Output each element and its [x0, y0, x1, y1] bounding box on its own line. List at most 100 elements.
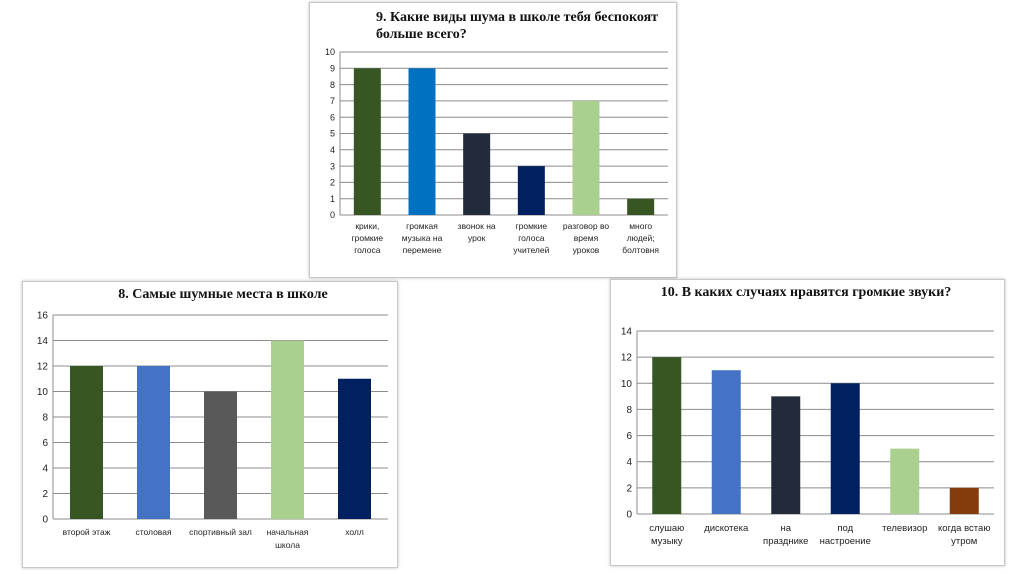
bar — [949, 487, 979, 514]
x-category-label-line: столовая — [135, 527, 172, 537]
y-tick-label: 6 — [42, 438, 48, 449]
y-tick-label: 4 — [626, 457, 632, 468]
x-category-label-line: дискотека — [704, 523, 749, 534]
x-category-label: столовая — [135, 527, 172, 537]
bar-chart-liked-loud-sounds: 0 2 4 6 8 10 12 14 слушаю музыку дискотека на праздн… — [621, 327, 994, 547]
x-category-label: громкая музыка на перемене — [402, 221, 443, 255]
bar — [204, 391, 237, 519]
bar — [137, 366, 170, 519]
x-category-label-line: на — [780, 523, 791, 534]
x-category-label: начальная школа — [267, 527, 309, 550]
y-tick-label: 10 — [37, 387, 49, 398]
bar — [271, 340, 304, 519]
y-tick-label: 6 — [626, 431, 632, 442]
x-category-label-line: время — [574, 233, 599, 243]
y-tick-label: 14 — [621, 327, 633, 338]
y-tick-label: 6 — [330, 112, 335, 122]
y-tick-label: 5 — [330, 129, 335, 139]
x-category-label-line: телевизор — [882, 523, 927, 534]
x-category-label: крики, громкие голоса — [352, 221, 384, 255]
x-category-label-line: голоса — [354, 245, 380, 255]
x-category-label-line: слушаю — [649, 523, 684, 534]
x-category-label-line: спортивный зал — [189, 527, 252, 537]
x-category-label: звонок на урок — [458, 221, 496, 243]
bar — [627, 198, 655, 215]
x-category-label-line: под — [837, 523, 853, 534]
x-category-label-line: уроков — [573, 245, 600, 255]
bar-chart-noisy-places: 0 2 4 6 8 10 12 14 16 второй этаж столовая спортивн… — [37, 311, 388, 550]
x-category-label-line: громкие — [352, 233, 384, 243]
chart-panel-noise-types: 9. Какие виды шума в школе тебя беспокоя… — [309, 2, 677, 278]
x-category-label-line: болтовня — [622, 245, 659, 255]
y-tick-label: 10 — [325, 47, 335, 57]
bar — [353, 68, 381, 215]
x-category-label: телевизор — [882, 523, 927, 534]
bar — [652, 357, 682, 514]
y-tick-label: 12 — [621, 353, 633, 364]
y-tick-label: 0 — [42, 515, 48, 526]
y-tick-label: 2 — [626, 483, 632, 494]
x-category-label-line: перемене — [403, 245, 442, 255]
x-category-label-line: музыка на — [402, 233, 443, 243]
x-category-label: громкие голоса учителей — [513, 221, 549, 255]
bar — [572, 100, 600, 215]
y-tick-label: 0 — [330, 210, 335, 220]
y-tick-label: 10 — [621, 379, 633, 390]
y-tick-label: 4 — [42, 464, 48, 475]
bar — [771, 396, 801, 514]
y-tick-label: 16 — [37, 311, 49, 322]
x-category-label: на празднике — [763, 523, 808, 547]
chart-panel-noisy-places: 8. Самые шумные места в школе 0 2 4 6 8 10 12 1… — [22, 281, 398, 568]
x-category-label-line: школа — [275, 540, 300, 550]
x-category-label-line: учителей — [513, 245, 549, 255]
bar — [517, 166, 545, 215]
bar — [711, 370, 741, 514]
x-category-label: слушаю музыку — [649, 523, 684, 547]
x-category-label-line: громкая — [406, 221, 438, 231]
x-category-label: много людей; болтовня — [622, 221, 659, 255]
y-tick-label: 7 — [330, 96, 335, 106]
x-category-label-line: холл — [345, 527, 364, 537]
y-tick-label: 9 — [330, 63, 335, 73]
bar-chart-noise-types: 0 1 2 3 4 5 6 7 8 9 10 крики, громкие голоса громкая му… — [325, 47, 668, 255]
chart-title: 10. В каких случаях нравятся громкие зву… — [660, 285, 952, 300]
bar — [830, 383, 860, 514]
y-tick-label: 8 — [626, 405, 632, 416]
y-tick-label: 2 — [42, 489, 48, 500]
x-category-label-line: разговор во — [563, 221, 610, 231]
x-category-label: спортивный зал — [189, 527, 252, 537]
bar — [463, 133, 491, 215]
y-tick-label: 8 — [330, 80, 335, 90]
y-tick-label: 12 — [37, 362, 49, 373]
chart-panel-liked-loud-sounds: 10. В каких случаях нравятся громкие зву… — [610, 279, 1005, 566]
x-category-label: когда встаю утром — [938, 523, 990, 547]
x-category-label-line: людей; — [627, 233, 655, 243]
y-tick-label: 1 — [330, 194, 335, 204]
x-category-label-line: громкие — [516, 221, 548, 231]
x-category-label-line: второй этаж — [63, 527, 111, 537]
x-category-label-line: настроение — [820, 536, 871, 547]
x-category-label: второй этаж — [63, 527, 111, 537]
x-category-label-line: голоса — [518, 233, 544, 243]
chart-title: 9. Какие виды шума в школе тебя беспокоя… — [376, 10, 659, 42]
y-tick-label: 8 — [42, 413, 48, 424]
x-category-label-line: звонок на — [458, 221, 496, 231]
x-category-label: под настроение — [820, 523, 871, 547]
x-category-label-line: много — [629, 221, 652, 231]
x-category-label-line: празднике — [763, 536, 808, 547]
x-category-label-line: утром — [951, 536, 977, 547]
x-category-label-line: крики, — [355, 221, 379, 231]
bar — [70, 366, 103, 519]
x-category-label-line: музыку — [651, 536, 683, 547]
x-category-label: холл — [345, 527, 364, 537]
bar — [408, 68, 436, 215]
y-tick-label: 14 — [37, 336, 49, 347]
bar — [338, 378, 371, 519]
x-category-label: разговор во время уроков — [563, 221, 610, 255]
bar — [890, 448, 920, 514]
x-category-label-line: начальная — [267, 527, 309, 537]
y-tick-label: 3 — [330, 161, 335, 171]
y-tick-label: 4 — [330, 145, 335, 155]
y-tick-label: 2 — [330, 178, 335, 188]
chart-title: 8. Самые шумные места в школе — [118, 287, 328, 302]
